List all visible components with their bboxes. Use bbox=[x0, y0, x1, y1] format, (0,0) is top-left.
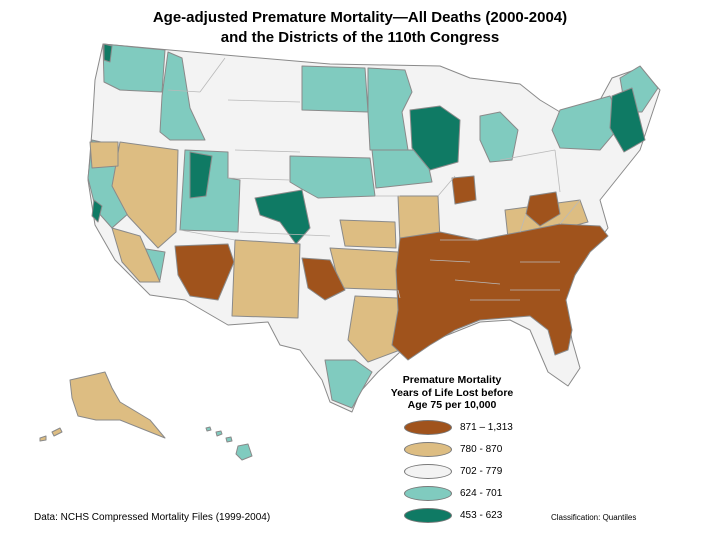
legend: 871 – 1,313 780 - 870 702 - 779 624 - 70… bbox=[404, 420, 544, 530]
legend-swatch bbox=[404, 420, 452, 435]
map-title-line-1: Age-adjusted Premature Mortality—All Dea… bbox=[152, 9, 568, 26]
california-dark-districts bbox=[91, 199, 103, 223]
legend-label: 624 - 701 bbox=[460, 488, 503, 499]
legend-title-line-1: Premature Mortality bbox=[402, 374, 502, 386]
oklahoma-high-district bbox=[301, 257, 346, 301]
data-source-note: Data: NCHS Compressed Mortality Files (1… bbox=[34, 512, 271, 523]
legend-item-low: 624 - 701 bbox=[404, 486, 544, 508]
southern-california-region bbox=[111, 227, 161, 283]
washington-region bbox=[102, 43, 166, 93]
legend-swatch bbox=[404, 486, 452, 501]
west-virginia-high-region bbox=[525, 191, 561, 227]
legend-swatch bbox=[404, 508, 452, 523]
south-texas-region bbox=[324, 359, 373, 409]
east-texas-region bbox=[347, 295, 401, 363]
legend-title: Premature Mortality Years of Life Lost b… bbox=[370, 374, 534, 412]
kansas-region bbox=[339, 219, 397, 249]
classification-note: Classification: Quantiles bbox=[551, 513, 637, 522]
nebraska-region bbox=[289, 155, 376, 199]
legend-title-line-3: Age 75 per 10,000 bbox=[407, 399, 497, 411]
legend-label: 780 - 870 bbox=[460, 444, 503, 455]
district-lines-east bbox=[499, 149, 581, 291]
washington-dark-districts bbox=[103, 43, 113, 63]
indiana-ohio-high-region bbox=[451, 175, 477, 205]
legend-label: 871 – 1,313 bbox=[460, 422, 513, 433]
legend-item-high: 780 - 870 bbox=[404, 442, 544, 464]
minnesota-region bbox=[367, 67, 413, 151]
new-york-region bbox=[551, 95, 623, 151]
map-title: Age-adjusted Premature Mortality—All Dea… bbox=[0, 8, 720, 48]
hawaii bbox=[205, 426, 253, 461]
legend-item-middle: 702 - 779 bbox=[404, 464, 544, 486]
alaska-aleutians bbox=[39, 427, 63, 442]
district-lines-west bbox=[167, 57, 331, 241]
southeast-high-region bbox=[391, 223, 609, 361]
oregon-east-region bbox=[89, 141, 119, 169]
legend-item-lowest: 453 - 623 bbox=[404, 508, 544, 530]
map-title-line-2: and the Districts of the 110th Congress bbox=[220, 29, 500, 46]
alaska bbox=[69, 371, 166, 439]
legend-label: 453 - 623 bbox=[460, 510, 503, 521]
nevada-region bbox=[111, 141, 179, 249]
utah-dark-districts bbox=[189, 151, 213, 199]
idaho-region bbox=[159, 51, 206, 141]
arizona-high-district bbox=[174, 243, 235, 301]
legend-label: 702 - 779 bbox=[460, 466, 503, 477]
district-lines-central bbox=[375, 175, 520, 301]
michigan-lower-region bbox=[479, 111, 519, 163]
legend-swatch bbox=[404, 442, 452, 457]
legend-title-line-2: Years of Life Lost before bbox=[390, 386, 514, 399]
new-mexico-region bbox=[231, 239, 301, 319]
iowa-region bbox=[371, 149, 433, 189]
new-england-dark-districts bbox=[609, 87, 646, 153]
wisconsin-dark-districts bbox=[409, 105, 461, 171]
legend-item-highest: 871 – 1,313 bbox=[404, 420, 544, 442]
legend-swatch bbox=[404, 464, 452, 479]
north-dakota-region bbox=[301, 65, 369, 113]
